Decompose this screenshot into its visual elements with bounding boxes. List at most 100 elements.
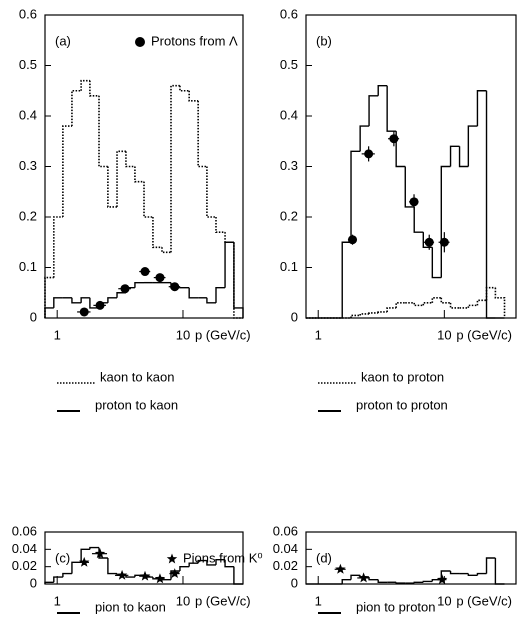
circle-marker: [95, 300, 105, 310]
plot-frame: [305, 531, 517, 585]
histogram-step: [224, 241, 234, 288]
histogram-step: [395, 582, 406, 584]
y-tick-label: 0.2: [280, 208, 298, 223]
histogram-step: [386, 307, 397, 312]
legend-label: pion to kaon: [95, 599, 166, 614]
histogram-step: [485, 90, 496, 319]
y-tick-label: 0.06: [12, 523, 37, 538]
star-marker: [154, 573, 166, 584]
x-tick-label: 10: [176, 327, 190, 342]
histogram-step: [395, 131, 406, 168]
histogram-step: [449, 302, 460, 309]
y-tick-label: 0: [30, 575, 37, 590]
histogram-step: [152, 217, 162, 249]
y-tick-label: 0.5: [280, 57, 298, 72]
points-legend-label: Protons from Λ: [151, 33, 238, 48]
panel-label: (c): [55, 550, 70, 565]
y-tick-label: 0: [30, 309, 37, 324]
histogram-step: [116, 150, 126, 207]
y-tick-label: 0: [291, 575, 298, 590]
y-tick-label: 0.2: [19, 208, 37, 223]
histogram-step: [206, 166, 216, 218]
y-tick-label: 0.3: [280, 158, 298, 173]
histogram-step: [350, 150, 361, 243]
panel-label: (b): [316, 33, 332, 48]
histogram-step: [386, 85, 397, 132]
plot-frame: [44, 531, 244, 585]
circle-marker: [348, 235, 358, 245]
x-tick-label: 1: [315, 593, 322, 608]
histogram-step: [188, 90, 199, 102]
star-marker: [78, 556, 90, 567]
histogram-step: [107, 297, 118, 303]
y-tick-label: 0.1: [280, 259, 298, 274]
histogram-step: [485, 557, 496, 574]
histogram-step: [467, 304, 478, 308]
x-axis-label: p (GeV/c): [456, 327, 512, 342]
histogram-step: [341, 241, 352, 318]
y-tick-label: 0.6: [280, 6, 298, 21]
histogram-step: [44, 307, 54, 318]
histogram-step: [350, 574, 361, 580]
star-marker: [436, 574, 448, 585]
histogram-step: [476, 299, 487, 306]
histogram-step: [494, 558, 505, 585]
histogram-step: [224, 232, 234, 244]
histogram-step: [467, 573, 478, 577]
histogram-step: [341, 578, 352, 584]
histogram-step: [179, 85, 190, 92]
histogram-step: [188, 562, 199, 567]
histogram-step: [170, 570, 180, 580]
circle-marker: [155, 273, 165, 283]
histogram-step: [143, 181, 153, 218]
histogram-step: [215, 559, 226, 565]
histogram-step: [233, 566, 243, 585]
legend-label: kaon to kaon: [100, 369, 174, 384]
histogram-step: [467, 125, 478, 167]
histogram-step: [350, 314, 361, 318]
histogram-step: [413, 302, 424, 307]
star-marker: [335, 563, 346, 574]
histogram-step: [107, 166, 118, 208]
y-tick-label: 0.6: [19, 6, 37, 21]
points-legend-label: Pions from K⁰: [183, 550, 263, 565]
histogram-step: [161, 247, 171, 254]
y-tick-label: 0.4: [280, 107, 298, 122]
histogram-step: [413, 206, 424, 233]
x-tick-label: 10: [437, 593, 451, 608]
histogram-step: [368, 577, 379, 581]
star-marker: [94, 548, 106, 559]
histogram-step: [359, 313, 370, 316]
histogram-step: [62, 572, 72, 578]
histogram-step: [170, 84, 180, 253]
star-marker: [358, 572, 369, 583]
legend-label: proton to proton: [356, 397, 448, 412]
histogram-step: [449, 571, 460, 575]
star-marker: [139, 570, 151, 581]
legend-label: proton to kaon: [95, 397, 178, 412]
histogram-step: [197, 100, 207, 168]
circle-marker: [170, 282, 180, 292]
y-tick-label: 0.5: [19, 57, 37, 72]
histogram-step: [440, 297, 451, 304]
histogram-step: [476, 572, 487, 576]
histogram-step: [359, 125, 370, 152]
histogram-step: [413, 581, 424, 584]
histogram-step: [188, 287, 199, 299]
y-tick-label: 0: [291, 309, 298, 324]
histogram-step: [62, 125, 72, 217]
histogram-step: [134, 281, 145, 288]
histogram-step: [89, 80, 100, 97]
x-tick-label: 10: [437, 327, 451, 342]
histogram-step: [224, 559, 234, 568]
histogram-step: [89, 297, 100, 309]
legend-star: [166, 553, 178, 564]
histogram-step: [233, 242, 244, 318]
circle-marker: [439, 237, 449, 247]
histogram-step: [53, 576, 63, 583]
star-marker: [116, 569, 128, 580]
x-tick-label: 1: [54, 593, 61, 608]
histogram-step: [449, 145, 460, 167]
circle-marker: [424, 237, 434, 247]
